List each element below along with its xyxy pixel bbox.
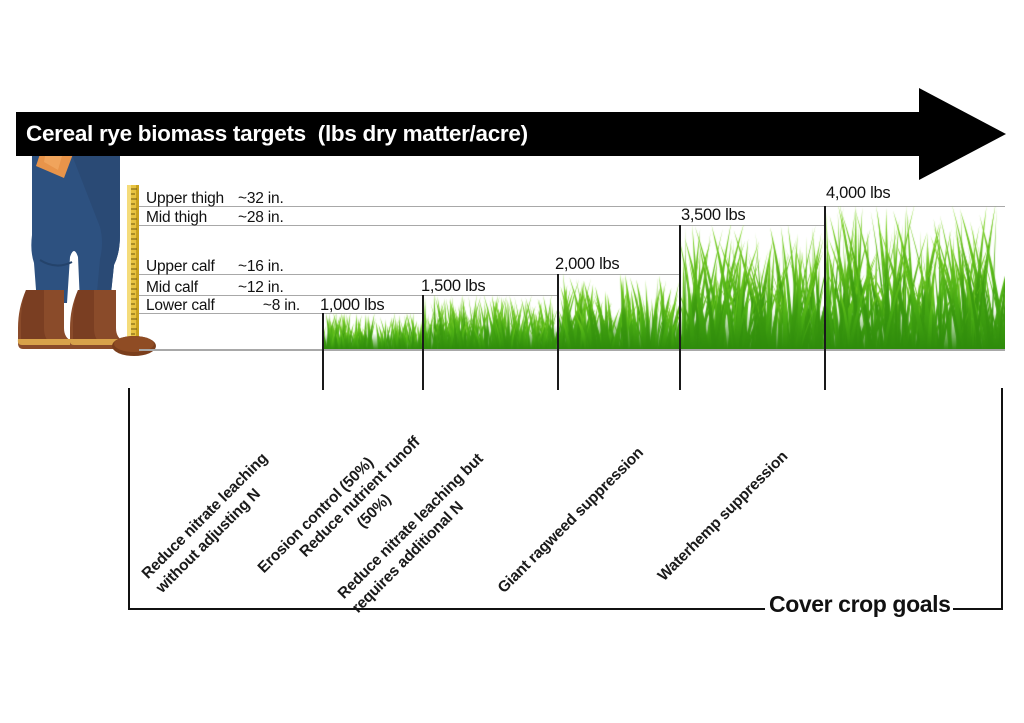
- bracket-left-arm: [128, 388, 130, 610]
- leader-line: [139, 274, 679, 275]
- grass-band: [322, 313, 422, 350]
- ruler-scale-height: ~8 in.: [262, 297, 300, 314]
- measuring-stick-icon: [127, 185, 139, 345]
- band-divider: [824, 206, 826, 390]
- bracket-bottom-left-rule: [128, 608, 765, 610]
- band-divider: [557, 274, 559, 390]
- grass-band: [422, 295, 557, 350]
- grass-band: [824, 206, 1005, 350]
- bracket-bottom-right-rule: [953, 608, 1003, 610]
- ruler-scale-name: Lower calf: [146, 297, 215, 314]
- leader-line: [139, 225, 824, 226]
- ruler-scale-name: Upper calf: [146, 258, 215, 275]
- ground-line: [139, 349, 1005, 351]
- bracket-right-arm: [1001, 388, 1003, 610]
- ruler-scale-height: ~28 in.: [238, 209, 284, 226]
- right-arrow-icon: [919, 88, 1006, 180]
- ruler-scale-label: Upper thigh ~32 in.: [146, 190, 300, 208]
- ruler-scale-label: Upper calf ~16 in.: [146, 258, 300, 276]
- cover-crop-goal-label: Waterhemp suppression: [654, 447, 792, 585]
- band-divider: [322, 313, 324, 390]
- measuring-stick-base: [112, 336, 156, 356]
- ruler-scale-label: Lower calf ~8 in.: [146, 297, 300, 315]
- band-divider: [679, 225, 681, 390]
- ruler-scale-label: Mid thigh ~28 in.: [146, 209, 300, 227]
- page-title: Cereal rye biomass targets (lbs dry matt…: [26, 121, 528, 146]
- ruler-scale-height: ~12 in.: [238, 279, 284, 296]
- ruler-scale-height: ~16 in.: [238, 258, 284, 275]
- ruler-scale-name: Upper thigh: [146, 190, 224, 207]
- leader-line: [139, 206, 1005, 207]
- leader-line: [139, 295, 557, 296]
- ruler-scale-height: ~32 in.: [238, 190, 284, 207]
- leader-line: [139, 313, 422, 314]
- ruler-scale-label: Mid calf ~12 in.: [146, 279, 300, 297]
- grass-band: [679, 225, 824, 350]
- biomass-value-label: 4,000 lbs: [826, 184, 891, 202]
- farmer-legs-icon: [14, 140, 144, 355]
- ruler-scale-name: Mid calf: [146, 279, 198, 296]
- grass-band: [557, 274, 679, 350]
- biomass-value-label: 3,500 lbs: [681, 206, 746, 224]
- biomass-value-label: 1,500 lbs: [421, 277, 486, 295]
- band-divider: [422, 295, 424, 390]
- biomass-value-label: 2,000 lbs: [555, 255, 620, 273]
- cover-crop-goals-caption: Cover crop goals: [769, 591, 951, 617]
- biomass-value-label: 1,000 lbs: [320, 296, 385, 314]
- ruler-scale-name: Mid thigh: [146, 209, 208, 226]
- title-banner: Cereal rye biomass targets (lbs dry matt…: [16, 112, 936, 156]
